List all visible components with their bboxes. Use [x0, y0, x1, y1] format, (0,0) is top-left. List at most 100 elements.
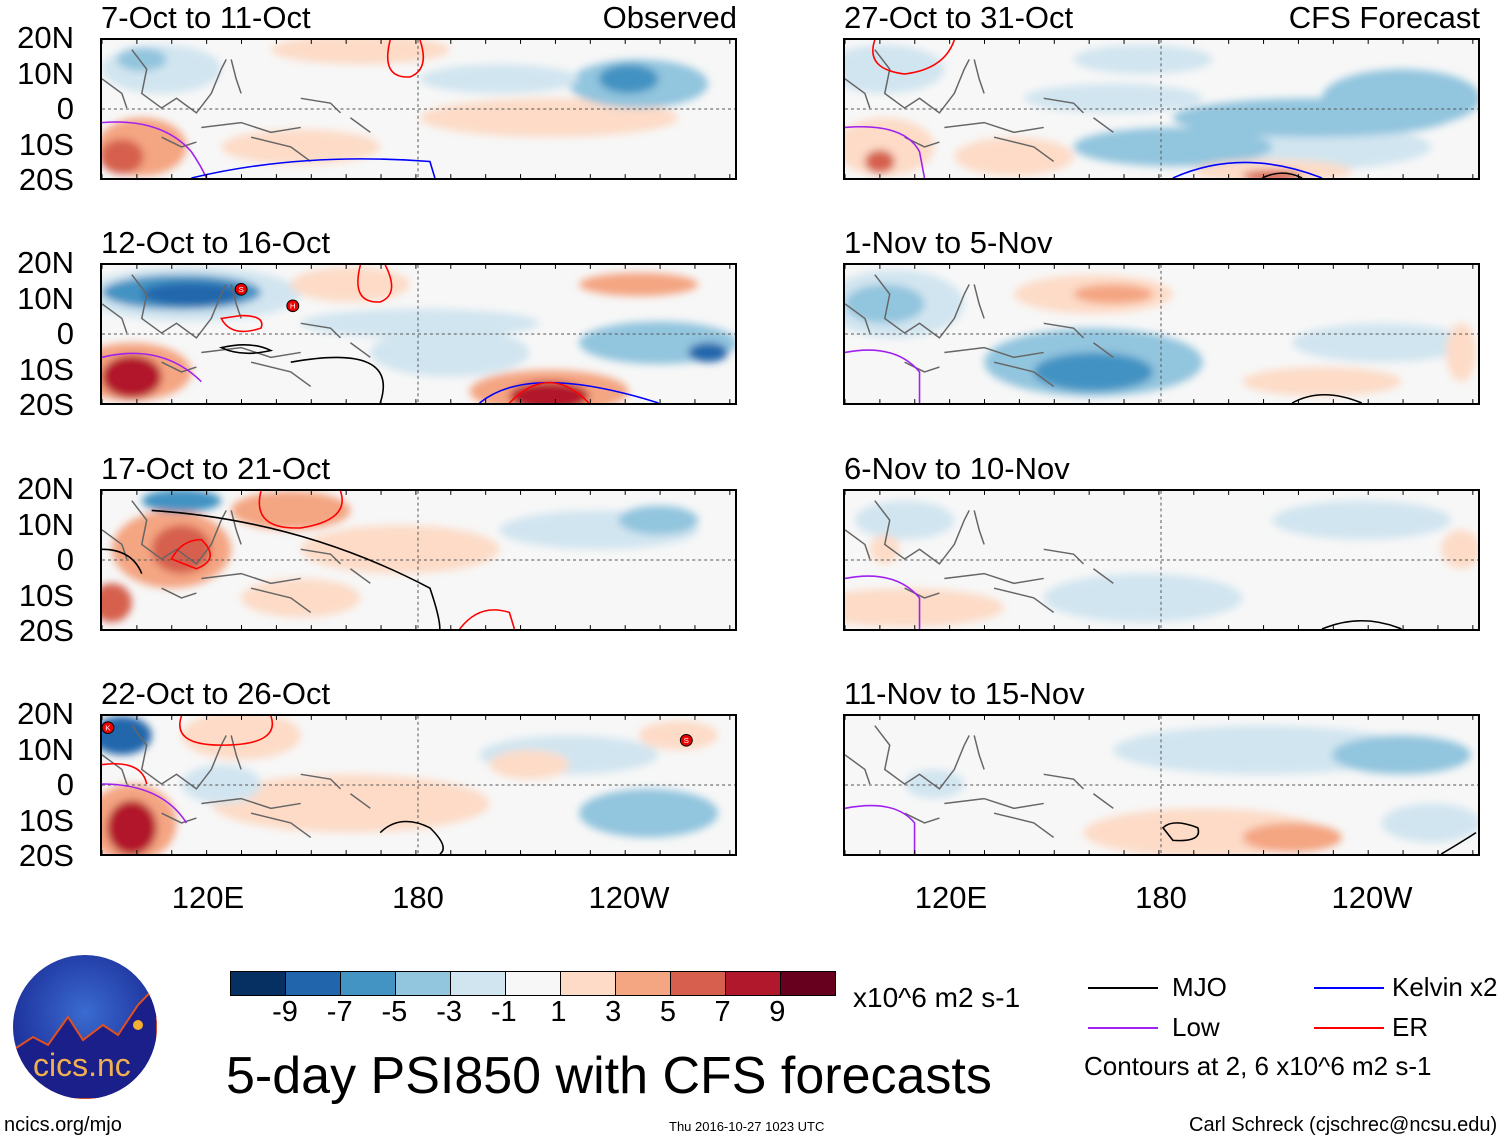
anomaly-shading	[1073, 44, 1213, 75]
legend-label-er: ER	[1392, 1012, 1429, 1042]
colorbar-tick: 7	[714, 996, 731, 1028]
panel-source-label: CFS Forecast	[1288, 0, 1480, 35]
wave-contour	[151, 509, 441, 629]
colorbar-swatch	[506, 972, 561, 995]
wave-contour	[379, 820, 444, 854]
coastline	[102, 49, 371, 163]
anomaly-shading	[211, 774, 490, 833]
lat-label: 20S	[18, 387, 74, 422]
map-panel	[843, 263, 1480, 405]
lat-label: 10S	[18, 577, 74, 613]
wave-contour	[290, 356, 385, 403]
colorbar-swatch	[781, 972, 835, 995]
lon-label: 120E	[171, 880, 245, 915]
anomaly-shading	[845, 44, 945, 94]
anomaly-shading	[578, 788, 719, 838]
anomaly-shading	[181, 764, 261, 804]
panel-title: 11-Nov to 15-Nov	[844, 676, 1085, 711]
anomaly-shading	[370, 328, 530, 377]
wave-contour	[179, 716, 274, 746]
anomaly-shading	[1292, 323, 1472, 363]
wave-contour	[218, 344, 274, 355]
svg-text:S: S	[684, 736, 689, 745]
anomaly-shading	[181, 716, 301, 760]
anomaly-shading	[954, 137, 1074, 177]
anomaly-shading	[1441, 529, 1478, 569]
lat-label: 0	[56, 542, 74, 577]
anomaly-shading	[270, 40, 450, 65]
map-panel: SH	[100, 263, 737, 405]
wave-contour	[258, 491, 343, 529]
anomaly-shading	[290, 266, 411, 302]
anomaly-shading	[854, 500, 955, 540]
wave-contour	[1440, 831, 1477, 854]
panel-title: 7-Oct to 11-Oct	[101, 0, 311, 35]
wave-contour	[1161, 822, 1200, 842]
lat-label: 10S	[18, 126, 74, 162]
panel-title: 22-Oct to 26-Oct	[101, 676, 331, 711]
wave-contour	[845, 575, 921, 629]
colorbar-swatch	[726, 972, 781, 995]
wave-contour	[102, 548, 143, 574]
wave-contour	[170, 538, 211, 570]
map-panel	[843, 38, 1480, 180]
anomaly-shading	[1381, 803, 1478, 843]
lat-label: 20S	[18, 838, 74, 873]
colorbar-tick: 9	[769, 996, 786, 1028]
anomaly-shading	[638, 720, 719, 751]
map-panel	[100, 38, 737, 180]
wave-contour	[386, 40, 425, 78]
anomaly-shading	[141, 282, 242, 306]
panel-title: 27-Oct to 31-Oct	[844, 0, 1074, 35]
anomaly-shading	[419, 98, 679, 138]
coastline	[845, 274, 1114, 388]
anomaly-shading	[904, 769, 965, 799]
map-panel	[843, 489, 1480, 631]
anomaly-shading	[1043, 573, 1243, 623]
anomaly-shading	[102, 355, 162, 399]
anomaly-shading	[1242, 822, 1342, 853]
anomaly-shading	[1192, 159, 1352, 178]
lat-label: 20N	[17, 696, 74, 731]
svg-text:K: K	[105, 724, 111, 733]
legend-line-er	[1314, 1027, 1384, 1029]
panel-source-label: Observed	[602, 0, 737, 35]
storm-icon: H	[286, 299, 300, 313]
lon-label: 180	[1135, 880, 1187, 915]
wave-contour	[1291, 394, 1363, 403]
wave-contour	[845, 349, 921, 403]
anomaly-shading	[221, 129, 381, 165]
lon-label: 120E	[914, 880, 988, 915]
colorbar-tick: 3	[605, 996, 622, 1028]
lat-label: 10N	[17, 506, 74, 542]
colorbar-tick: 1	[550, 996, 567, 1028]
storm-icon: K	[102, 721, 115, 734]
colorbar-tick: 5	[659, 996, 676, 1028]
wave-contour	[1321, 619, 1402, 629]
panel-title: 1-Nov to 5-Nov	[844, 225, 1053, 260]
wave-contour	[508, 381, 590, 403]
colorbar	[230, 971, 836, 996]
wave-contour	[191, 158, 436, 178]
anomaly-shading	[106, 800, 157, 854]
anomaly-shading	[231, 491, 351, 530]
anomaly-shading	[1023, 83, 1203, 113]
map-panel	[843, 714, 1480, 856]
legend-line-low	[1088, 1027, 1158, 1029]
storm-icon: S	[679, 733, 693, 747]
colorbar-tick: -5	[381, 996, 408, 1028]
legend-label-kelvin: Kelvin x2	[1392, 972, 1498, 1002]
lat-label: 0	[56, 91, 74, 126]
colorbar-swatch	[341, 972, 396, 995]
anomaly-shading	[102, 139, 144, 175]
anomaly-shading	[1113, 725, 1412, 775]
anomaly-shading	[845, 284, 925, 324]
footer-url[interactable]: ncics.org/mjo	[4, 1114, 122, 1136]
coastline	[845, 500, 1114, 614]
wave-contour	[102, 783, 188, 824]
wave-contour	[1172, 161, 1323, 178]
legend-label-low: Low	[1172, 1012, 1220, 1042]
colorbar-swatch	[671, 972, 726, 995]
anomaly-shading	[489, 750, 570, 780]
anomaly-shading	[864, 149, 895, 174]
